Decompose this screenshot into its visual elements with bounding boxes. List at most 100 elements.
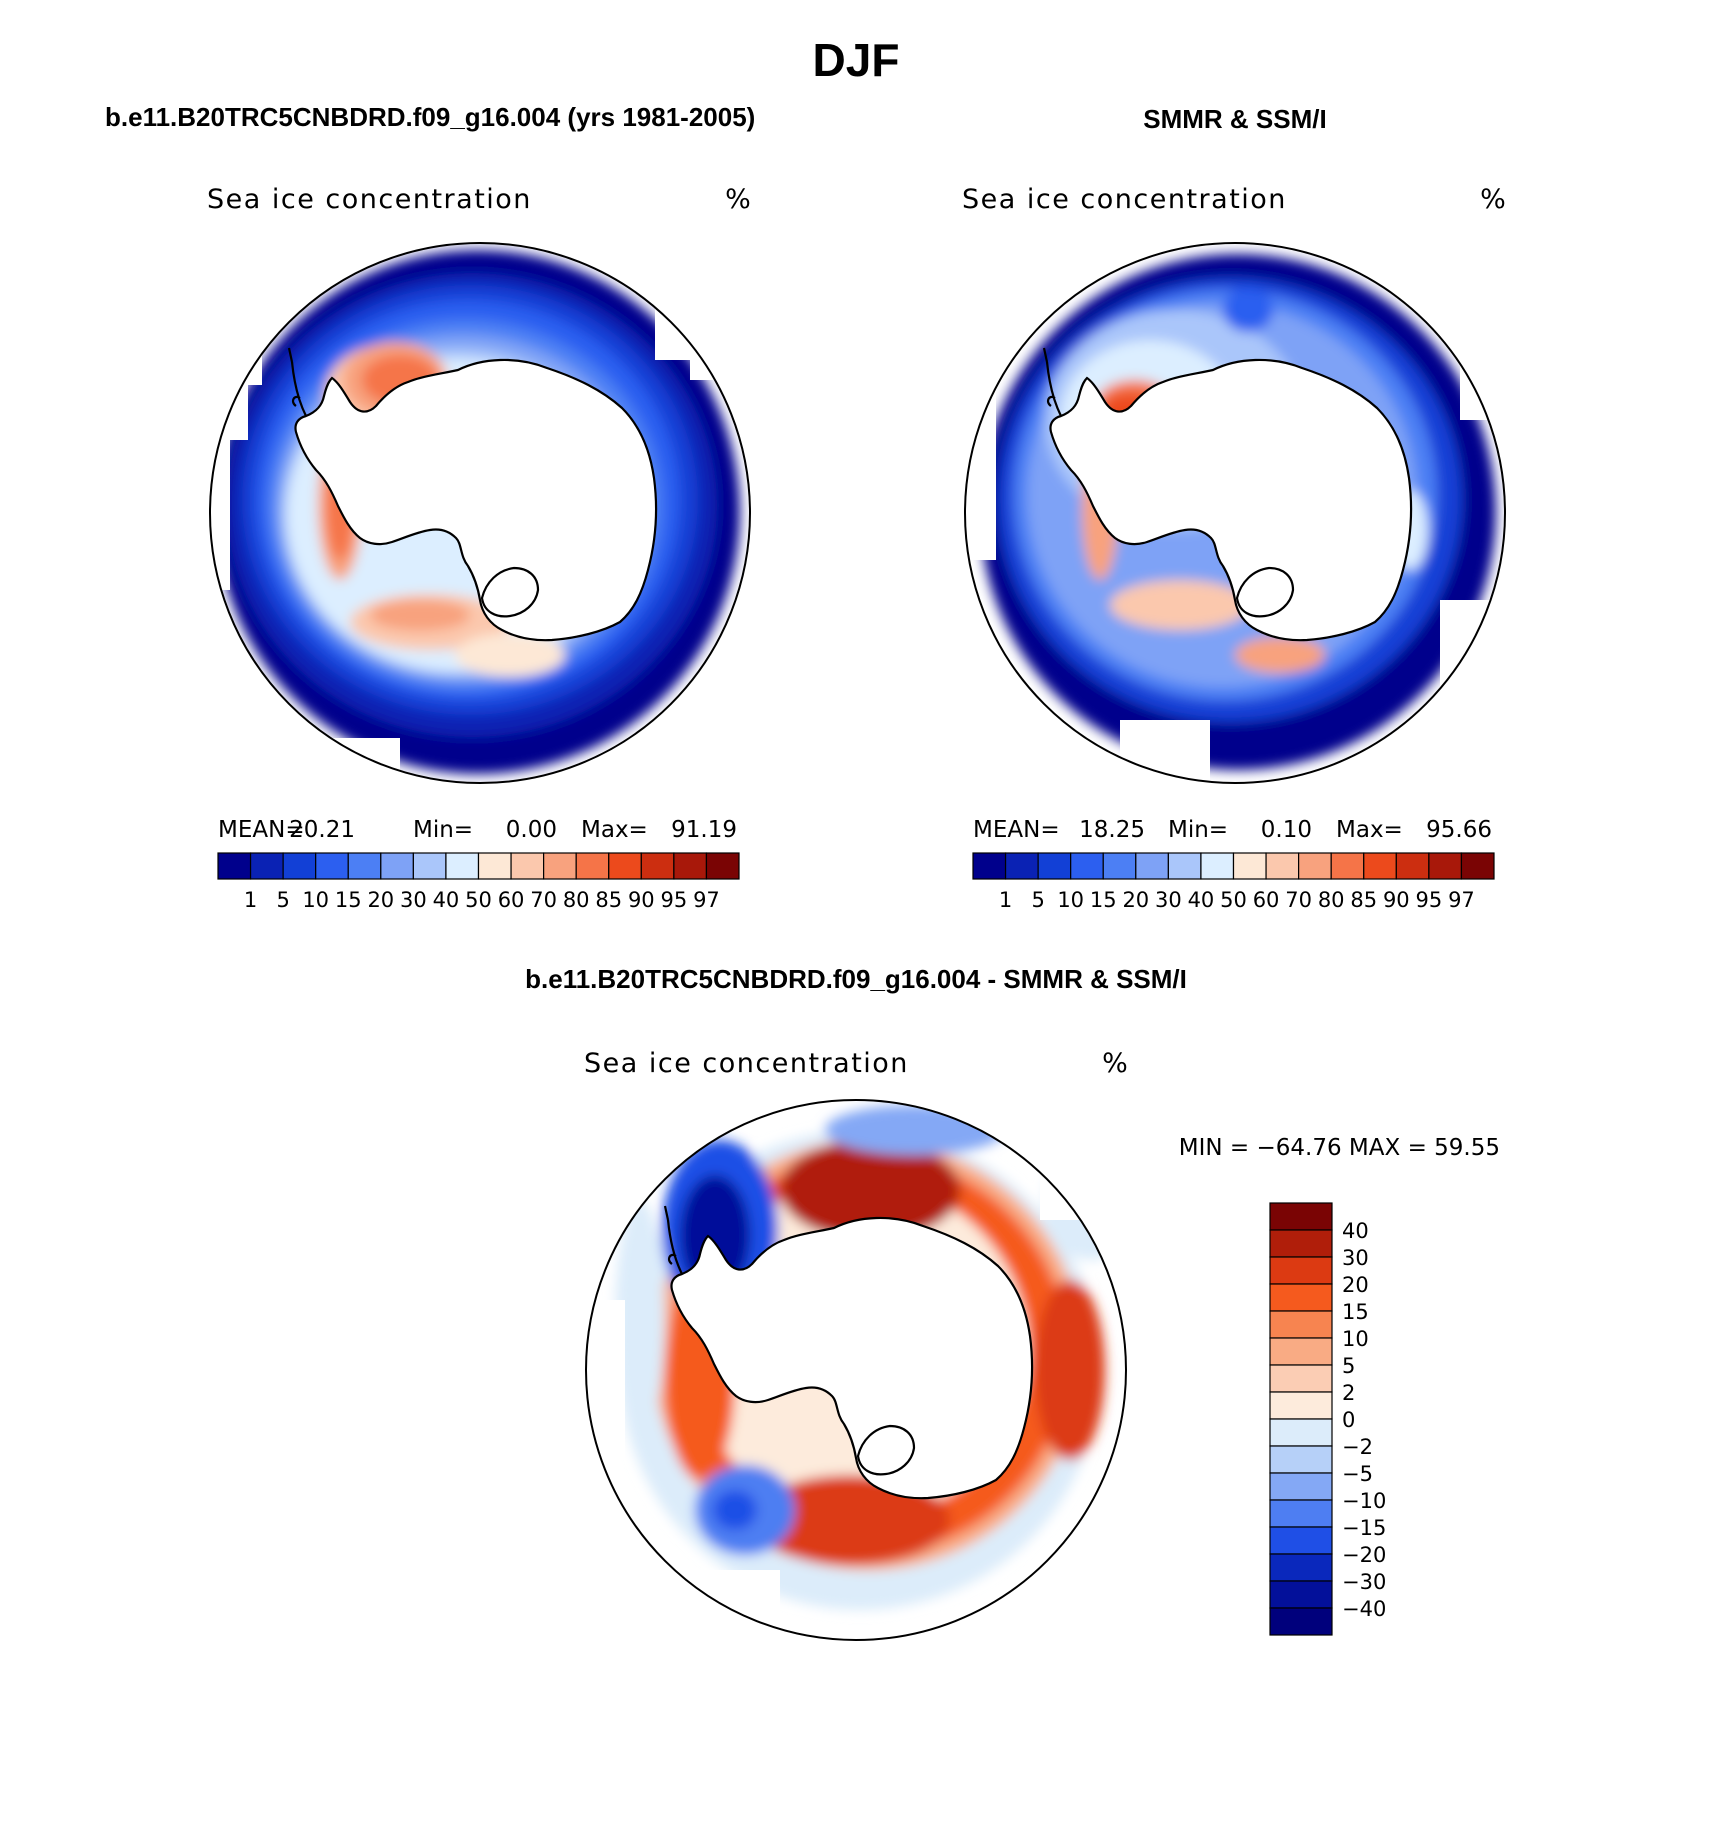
colorbar-tick-label: 60 [1253, 888, 1280, 912]
colorbar-tick-label: 5 [276, 888, 289, 912]
colorbar-swatch [1102, 852, 1137, 880]
obs-max-label: Max= [1336, 817, 1403, 843]
model-stats: MEAN= 20.21 Min= 0.00 Max= 91.19 [218, 817, 737, 843]
colorbar-tick-label: 20 [367, 888, 394, 912]
colorbar-tick-label: −20 [1342, 1543, 1386, 1567]
model-min-label: Min= [413, 817, 473, 843]
colorbar-swatch [673, 852, 708, 880]
colorbar-swatch [1269, 1418, 1333, 1447]
model-min-value: 0.00 [506, 817, 557, 843]
colorbar-swatch [1269, 1499, 1333, 1528]
colorbar-tick-label: −15 [1342, 1516, 1386, 1540]
colorbar-swatch [217, 852, 252, 880]
colorbar-swatch [347, 852, 382, 880]
colorbar-swatch [1037, 852, 1072, 880]
colorbar-swatch [608, 852, 642, 880]
colorbar-swatch [1269, 1310, 1333, 1339]
colorbar-tick-label: 10 [302, 888, 329, 912]
colorbar-tick-label: 90 [628, 888, 655, 912]
obs-units-label: % [1480, 184, 1506, 215]
colorbar-tick-label: −40 [1342, 1597, 1386, 1621]
colorbar-tick-label: 10 [1342, 1327, 1369, 1351]
obs-max-value: 95.66 [1426, 817, 1492, 843]
colorbar-swatch [282, 852, 317, 880]
colorbar-tick-label: −2 [1342, 1435, 1373, 1459]
model-colorbar: 1 5 10 15 20 30 40 50 60 70 80 85 90 95 97 [217, 852, 740, 912]
colorbar-tick-label: 80 [1318, 888, 1345, 912]
diff-variable-label: Sea ice concentration [584, 1048, 909, 1079]
colorbar-tick-label: 40 [433, 888, 460, 912]
colorbar-swatch [445, 852, 480, 880]
model-max-label: Max= [581, 817, 648, 843]
colorbar-tick-label: 20 [1342, 1273, 1369, 1297]
colorbar-swatch [543, 852, 577, 880]
colorbar-tick-label: 5 [1342, 1354, 1355, 1378]
diff-minmax: MIN = −64.76 MAX = 59.55 [1179, 1135, 1500, 1161]
colorbar-tick-label: 70 [530, 888, 557, 912]
colorbar-tick-label: 40 [1342, 1219, 1369, 1243]
colorbar-tick-label: 95 [661, 888, 688, 912]
colorbar-tick-label: 2 [1342, 1381, 1355, 1405]
colorbar-swatch [1269, 1526, 1333, 1555]
obs-stats: MEAN= 18.25 Min= 0.10 Max= 95.66 [973, 817, 1492, 843]
colorbar-tick-label: 97 [693, 888, 720, 912]
colorbar-swatch [1269, 1472, 1333, 1501]
obs-map [964, 242, 1506, 784]
colorbar-swatch [477, 852, 512, 880]
colorbar-swatch [249, 852, 284, 880]
colorbar-swatch [705, 852, 740, 880]
diff-units-label: % [1102, 1048, 1128, 1079]
colorbar-swatch [1330, 852, 1365, 880]
colorbar-swatch [1004, 852, 1039, 880]
colorbar-swatch [1428, 852, 1463, 880]
colorbar-swatch [510, 852, 545, 880]
colorbar-tick-label: 97 [1448, 888, 1475, 912]
model-max-value: 91.19 [671, 817, 737, 843]
colorbar-swatch [1269, 1391, 1333, 1420]
colorbar-swatch [1269, 1580, 1333, 1609]
colorbar-swatch [1269, 1337, 1333, 1366]
colorbar-swatch [1200, 852, 1235, 880]
obs-min-value: 0.10 [1261, 817, 1312, 843]
colorbar-swatch [1269, 1607, 1333, 1636]
diff-panel-title: b.e11.B20TRC5CNBDRD.f09_g16.004 - SMMR &… [525, 964, 1187, 994]
colorbar-swatch [640, 852, 675, 880]
colorbar-tick-label: 15 [335, 888, 362, 912]
colorbar-tick-label: 30 [1342, 1246, 1369, 1270]
colorbar-swatch [1460, 852, 1495, 880]
model-variable-label: Sea ice concentration [207, 184, 532, 215]
colorbar-tick-label: 40 [1188, 888, 1215, 912]
colorbar-tick-label: −30 [1342, 1570, 1386, 1594]
colorbar-swatch [1269, 1364, 1333, 1393]
colorbar-swatch [1363, 852, 1397, 880]
colorbar-swatch [1395, 852, 1430, 880]
model-map [209, 242, 751, 784]
colorbar-swatch [412, 852, 447, 880]
colorbar-swatch [1269, 1202, 1333, 1231]
colorbar-tick-label: 60 [498, 888, 525, 912]
model-mean-value: 20.21 [289, 817, 355, 843]
colorbar-swatch [1167, 852, 1202, 880]
season-title: DJF [813, 34, 900, 86]
colorbar-swatch [972, 852, 1007, 880]
colorbar-swatch [1265, 852, 1300, 880]
colorbar-tick-label: 50 [1220, 888, 1247, 912]
colorbar-swatch [1232, 852, 1267, 880]
colorbar-swatch [315, 852, 349, 880]
colorbar-tick-label: 20 [1122, 888, 1149, 912]
colorbar-tick-label: 1 [999, 888, 1012, 912]
colorbar-swatch [1269, 1256, 1333, 1285]
colorbar-swatch [1269, 1553, 1333, 1582]
model-panel-title: b.e11.B20TRC5CNBDRD.f09_g16.004 (yrs 198… [105, 102, 755, 132]
colorbar-tick-label: 90 [1383, 888, 1410, 912]
colorbar-swatch [1269, 1445, 1333, 1474]
obs-mean-value: 18.25 [1079, 817, 1145, 843]
colorbar-tick-label: 15 [1090, 888, 1117, 912]
colorbar-tick-label: 70 [1285, 888, 1312, 912]
diff-map [585, 1099, 1127, 1641]
colorbar-tick-label: 10 [1057, 888, 1084, 912]
colorbar-tick-label: 95 [1416, 888, 1443, 912]
colorbar-swatch [380, 852, 414, 880]
colorbar-tick-label: 85 [595, 888, 622, 912]
